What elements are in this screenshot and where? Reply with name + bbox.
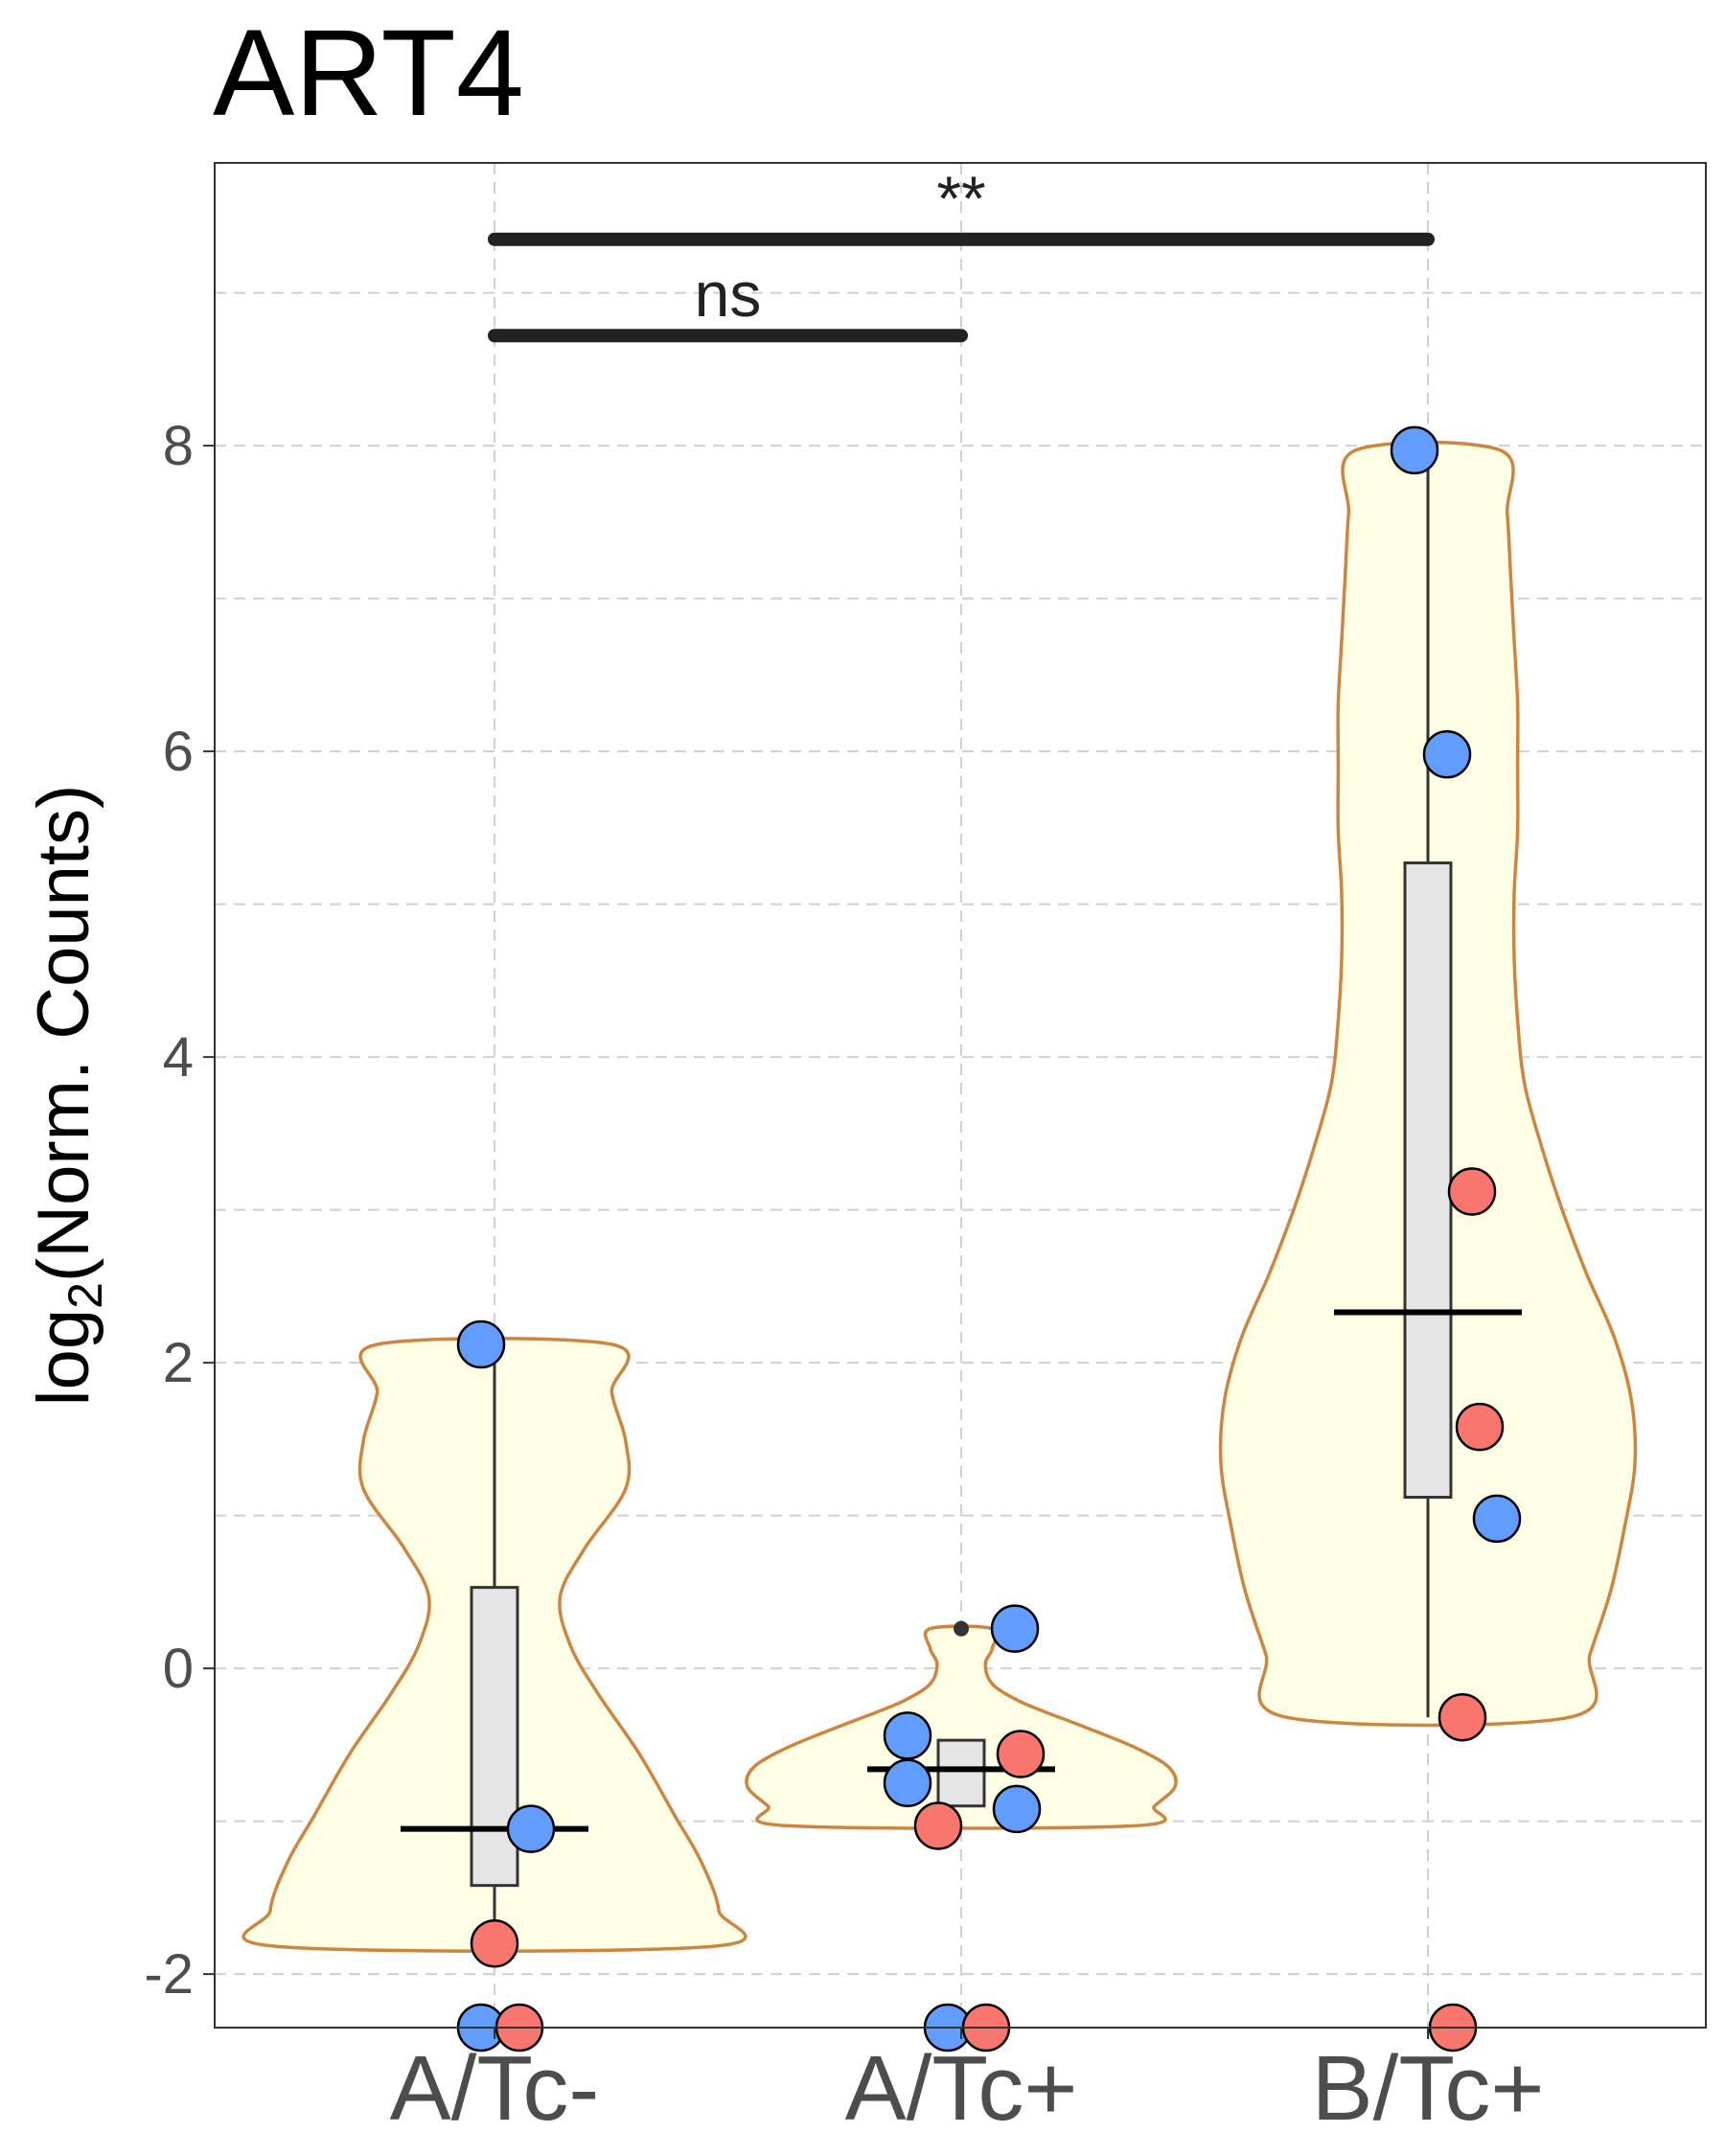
data-point-red bbox=[1438, 1692, 1487, 1742]
box-iqr bbox=[936, 1738, 986, 1808]
y-axis-label: log2(Norm. Counts) bbox=[23, 785, 112, 1407]
x-tick-label: B/Tc+ bbox=[1312, 2037, 1545, 2140]
data-point-blue bbox=[1422, 730, 1472, 779]
y-axis-label-rest: (Norm. Counts) bbox=[23, 785, 104, 1282]
data-point-blue bbox=[992, 1784, 1042, 1834]
significance-brackets: ns ** bbox=[488, 163, 1435, 343]
y-axis-label-base: log bbox=[23, 1309, 104, 1406]
chart-title: ART4 bbox=[213, 5, 524, 142]
data-point-blue bbox=[1472, 1494, 1522, 1544]
x-axis: A/Tc- A/Tc+ B/Tc+ bbox=[390, 2028, 1545, 2140]
data-point-blue bbox=[506, 1804, 556, 1853]
data-point-red bbox=[913, 1801, 963, 1850]
y-tick-label: 6 bbox=[163, 721, 194, 783]
y-axis-label-subscript: 2 bbox=[58, 1282, 112, 1309]
x-tick-label: A/Tc+ bbox=[845, 2037, 1078, 2140]
significance-label: ** bbox=[936, 163, 985, 234]
y-tick-label: 8 bbox=[163, 415, 194, 477]
significance-label: ns bbox=[695, 259, 762, 330]
data-point-red bbox=[470, 1919, 519, 1968]
data-point-red bbox=[1455, 1402, 1505, 1452]
x-tick-label: A/Tc- bbox=[390, 2037, 600, 2140]
data-point-red bbox=[1447, 1167, 1497, 1216]
data-point-blue bbox=[883, 1758, 932, 1808]
y-tick-label: 2 bbox=[163, 1332, 194, 1394]
y-tick-label: 0 bbox=[163, 1638, 194, 1700]
data-points bbox=[456, 425, 1522, 2053]
y-axis: -2 0 2 4 6 8 bbox=[144, 415, 215, 2006]
data-point-blue bbox=[883, 1711, 932, 1760]
y-tick-label: 4 bbox=[163, 1026, 194, 1089]
data-point-blue bbox=[456, 1319, 506, 1369]
y-tick-label: -2 bbox=[144, 1943, 194, 2006]
violin-A/Tc+ bbox=[745, 1624, 1178, 1830]
box-iqr bbox=[1403, 861, 1453, 1500]
data-point-red bbox=[996, 1730, 1046, 1778]
outlier-point bbox=[954, 1620, 969, 1637]
data-point-blue bbox=[990, 1604, 1040, 1653]
data-point-blue bbox=[1390, 425, 1439, 475]
